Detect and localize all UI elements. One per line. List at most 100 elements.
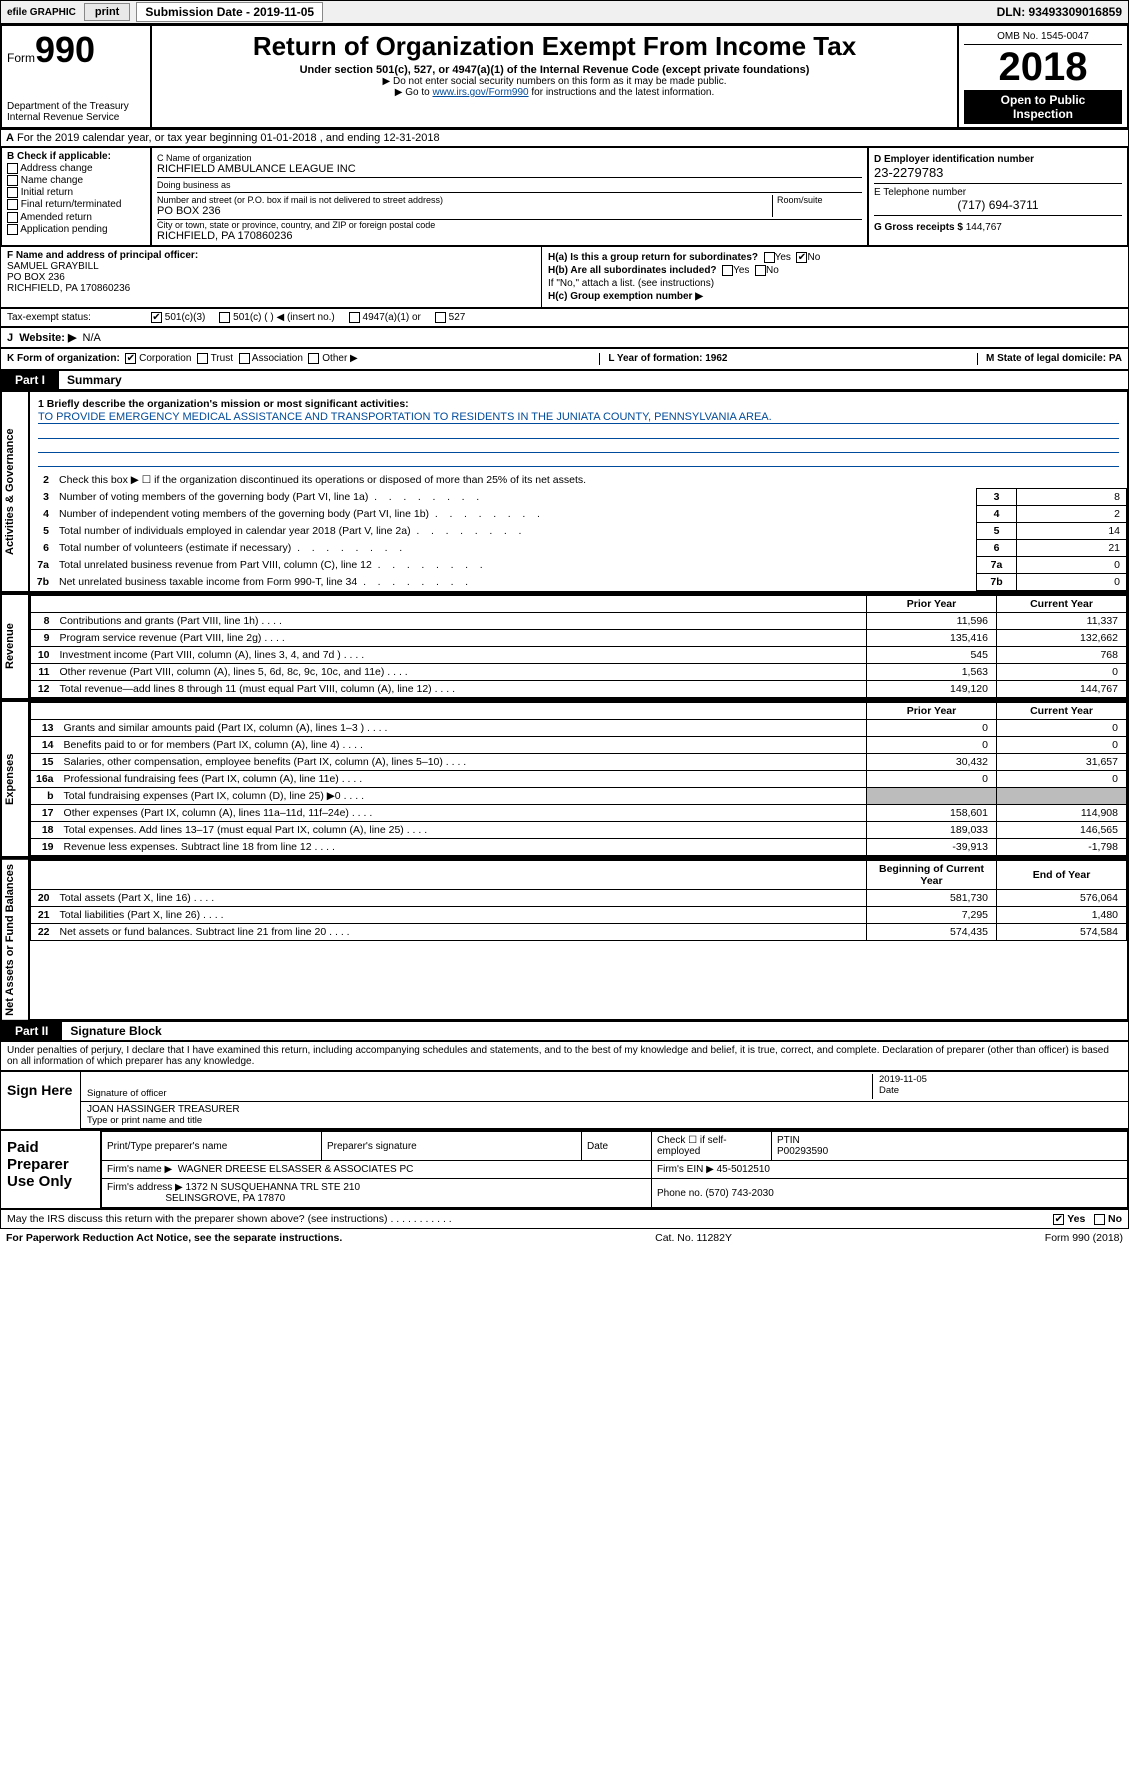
firm-name: WAGNER DREESE ELSASSER & ASSOCIATES PC bbox=[178, 1164, 414, 1175]
chk-final[interactable] bbox=[7, 199, 18, 210]
gross-label: G Gross receipts $ bbox=[874, 222, 963, 233]
tel-label: E Telephone number bbox=[874, 187, 1122, 198]
form-note1: ▶ Do not enter social security numbers o… bbox=[157, 76, 952, 87]
discuss-no-chk[interactable] bbox=[1094, 1214, 1105, 1225]
section-f: F Name and address of principal officer:… bbox=[1, 247, 541, 307]
ha-no-chk[interactable] bbox=[796, 252, 807, 263]
vlabel-exp: Expenses bbox=[1, 701, 29, 857]
table-row: 19Revenue less expenses. Subtract line 1… bbox=[31, 838, 1127, 855]
table-row: 8Contributions and grants (Part VIII, li… bbox=[31, 612, 1127, 629]
org-name: RICHFIELD AMBULANCE LEAGUE INC bbox=[157, 163, 862, 175]
b-item-0: Address change bbox=[20, 163, 92, 174]
ein-label: D Employer identification number bbox=[874, 154, 1122, 165]
dept-line1: Department of the Treasury bbox=[7, 101, 145, 112]
part2-tab: Part II bbox=[1, 1022, 62, 1040]
chk-assoc[interactable] bbox=[239, 353, 250, 364]
page-footer: For Paperwork Reduction Act Notice, see … bbox=[0, 1229, 1129, 1247]
hb-no-chk[interactable] bbox=[755, 265, 766, 276]
table-row: 7bNet unrelated business taxable income … bbox=[30, 573, 1127, 590]
sig-label: Signature of officer bbox=[87, 1088, 872, 1099]
opt-corp: Corporation bbox=[139, 354, 191, 365]
dba-label: Doing business as bbox=[157, 180, 862, 190]
table-row: 6Total number of volunteers (estimate if… bbox=[30, 539, 1127, 556]
preparer-label: Paid Preparer Use Only bbox=[1, 1131, 101, 1208]
title-cell: Return of Organization Exempt From Incom… bbox=[151, 25, 958, 128]
open-line2: Inspection bbox=[967, 107, 1119, 121]
opt-assoc: Association bbox=[252, 354, 303, 365]
chk-address-change[interactable] bbox=[7, 163, 18, 174]
ha-label: H(a) Is this a group return for subordin… bbox=[548, 252, 758, 263]
website-val: N/A bbox=[83, 332, 101, 344]
net-section: Net Assets or Fund Balances Beginning of… bbox=[0, 858, 1129, 1022]
discuss-yes-chk[interactable] bbox=[1053, 1214, 1064, 1225]
firm-addr1: 1372 N SUSQUEHANNA TRL STE 210 bbox=[186, 1182, 361, 1193]
form-number: 990 bbox=[35, 29, 95, 70]
table-row: 17Other expenses (Part IX, column (A), l… bbox=[31, 804, 1127, 821]
table-row: 15Salaries, other compensation, employee… bbox=[31, 753, 1127, 770]
declaration-text: Under penalties of perjury, I declare th… bbox=[0, 1041, 1129, 1071]
chk-501c3[interactable] bbox=[151, 312, 162, 323]
form-header: Form990 Department of the Treasury Inter… bbox=[0, 24, 1129, 129]
footer-right: Form 990 (2018) bbox=[1045, 1232, 1123, 1244]
table-header-row: Prior YearCurrent Year bbox=[31, 702, 1127, 719]
chk-other[interactable] bbox=[308, 353, 319, 364]
row-klm: K Form of organization: Corporation Trus… bbox=[0, 348, 1129, 369]
table-row: 16aProfessional fundraising fees (Part I… bbox=[31, 770, 1127, 787]
officer-addr1: PO BOX 236 bbox=[7, 272, 535, 283]
opt-trust: Trust bbox=[211, 354, 233, 365]
chk-corp[interactable] bbox=[125, 353, 136, 364]
chk-initial[interactable] bbox=[7, 187, 18, 198]
table-row: 13Grants and similar amounts paid (Part … bbox=[31, 719, 1127, 736]
table-row: bTotal fundraising expenses (Part IX, co… bbox=[31, 787, 1127, 804]
section-bcd: B Check if applicable: Address change Na… bbox=[0, 147, 1129, 246]
print-button[interactable]: print bbox=[84, 3, 130, 21]
table-header-row: Beginning of Current YearEnd of Year bbox=[31, 860, 1127, 889]
officer-name: SAMUEL GRAYBILL bbox=[7, 261, 535, 272]
hb-yes-chk[interactable] bbox=[722, 265, 733, 276]
chk-501c[interactable] bbox=[219, 312, 230, 323]
form-title: Return of Organization Exempt From Incom… bbox=[157, 31, 952, 62]
row-a: A For the 2019 calendar year, or tax yea… bbox=[0, 129, 1129, 147]
opt-527: 527 bbox=[449, 312, 466, 323]
ha-yes-chk[interactable] bbox=[764, 252, 775, 263]
row-a-text: For the 2019 calendar year, or tax year … bbox=[17, 132, 440, 144]
room-label: Room/suite bbox=[777, 195, 862, 205]
section-h: H(a) Is this a group return for subordin… bbox=[541, 247, 1128, 307]
submission-date: Submission Date - 2019-11-05 bbox=[136, 2, 323, 22]
chk-name-change[interactable] bbox=[7, 175, 18, 186]
chk-pending[interactable] bbox=[7, 224, 18, 235]
irs-discuss-row: May the IRS discuss this return with the… bbox=[0, 1209, 1129, 1229]
chk-527[interactable] bbox=[435, 312, 446, 323]
addr-label: Number and street (or P.O. box if mail i… bbox=[157, 195, 772, 205]
part2-title: Signature Block bbox=[62, 1024, 161, 1038]
chk-trust[interactable] bbox=[197, 353, 208, 364]
table-row: 12Total revenue—add lines 8 through 11 (… bbox=[31, 680, 1127, 697]
opt-other: Other ▶ bbox=[322, 354, 357, 365]
hb-no: No bbox=[766, 265, 779, 276]
b-item-4: Amended return bbox=[20, 212, 92, 223]
b-item-5: Application pending bbox=[20, 224, 107, 235]
blue-rule-2 bbox=[38, 439, 1119, 453]
opt-501c3: 501(c)(3) bbox=[165, 312, 206, 323]
tax-label: Tax-exempt status: bbox=[7, 312, 137, 323]
table-row: 10Investment income (Part VIII, column (… bbox=[31, 646, 1127, 663]
sign-here-block: Sign Here Signature of officer 2019-11-0… bbox=[0, 1071, 1129, 1130]
chk-4947[interactable] bbox=[349, 312, 360, 323]
row-a-prefix: A bbox=[6, 132, 14, 144]
ein-val: 23-2279783 bbox=[874, 165, 1122, 180]
chk-amended[interactable] bbox=[7, 212, 18, 223]
firm-ein: 45-5012510 bbox=[717, 1164, 770, 1175]
table-row: 2Check this box ▶ ☐ if the organization … bbox=[30, 472, 1127, 489]
table-row: 14Benefits paid to or for members (Part … bbox=[31, 736, 1127, 753]
phone-val: (570) 743-2030 bbox=[705, 1188, 773, 1199]
table-row: 22Net assets or fund balances. Subtract … bbox=[31, 923, 1127, 940]
row-fh: F Name and address of principal officer:… bbox=[0, 246, 1129, 308]
irs-link[interactable]: www.irs.gov/Form990 bbox=[432, 87, 528, 98]
table-row: 21Total liabilities (Part X, line 26) . … bbox=[31, 906, 1127, 923]
omb-number: OMB No. 1545-0047 bbox=[964, 29, 1122, 45]
table-row: 5Total number of individuals employed in… bbox=[30, 522, 1127, 539]
m-label: M State of legal domicile: PA bbox=[986, 353, 1122, 364]
form-subtitle: Under section 501(c), 527, or 4947(a)(1)… bbox=[157, 64, 952, 76]
opt-501c: 501(c) ( ) ◀ (insert no.) bbox=[233, 312, 335, 323]
vlabel-gov: Activities & Governance bbox=[1, 391, 29, 592]
